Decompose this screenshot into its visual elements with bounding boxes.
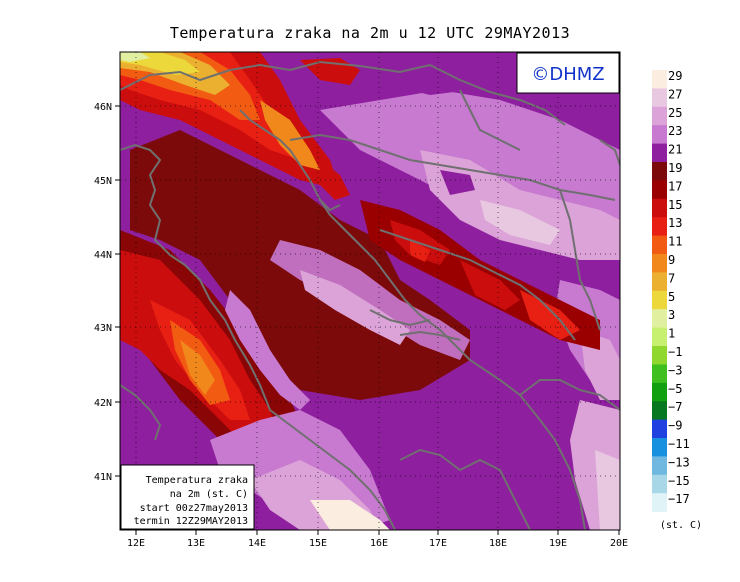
lon-tick-label: 13E [187,538,205,549]
info-line-1: Temperatura zraka [146,475,248,486]
colorbar-level-label: 17 [668,179,682,193]
colorbar-level-label: 1 [668,327,675,341]
lat-tick-label: 46N [94,102,112,113]
colorbar: 29 27 25 23 21 19 17 15 13 11 9 7 5 3 1 −1 −3 −5 −7 −9 −11 −1… [652,69,690,513]
colorbar-swatch [652,419,667,439]
lat-tick-label: 42N [94,398,112,409]
colorbar-swatch [652,364,667,384]
dhmz-logo-text: ©DHMZ [531,64,604,85]
colorbar-swatch [652,143,667,163]
colorbar-level-label: 21 [668,143,682,157]
colorbar-level-label: 7 [668,271,675,285]
colorbar-swatch [652,474,667,494]
colorbar-swatch [652,309,667,329]
colorbar-swatch [652,493,667,513]
colorbar-level-label: 19 [668,161,682,175]
colorbar-swatch [652,272,667,292]
coastlines [120,60,620,530]
colorbar-unit-label: (st. C) [660,520,702,531]
colorbar-swatch [652,162,667,181]
colorbar-swatch [652,217,667,237]
tick-marks [115,105,620,535]
colorbar-swatch [652,438,667,457]
gridlines [120,52,620,530]
colorbar-level-label: −5 [668,382,682,396]
colorbar-level-label: 23 [668,124,682,138]
colorbar-swatch [652,456,667,476]
lat-tick-label: 41N [94,472,112,483]
colorbar-level-label: −13 [668,455,690,469]
colorbar-level-label: −1 [668,345,682,359]
colorbar-level-label: 15 [668,198,682,212]
colorbar-level-label: −3 [668,363,682,377]
colorbar-level-label: −7 [668,400,682,414]
colorbar-swatch [652,235,667,255]
colorbar-swatch [652,254,667,273]
colorbar-level-label: 27 [668,87,682,101]
colorbar-swatch [652,327,667,347]
lat-tick-label: 45N [94,176,112,187]
lon-tick-label: 16E [370,538,388,549]
colorbar-level-label: −17 [668,492,690,506]
colorbar-level-label: 3 [668,308,675,322]
colorbar-level-label: −15 [668,474,690,488]
map-title: Temperatura zraka na 2m u 12 UTC 29MAY20… [169,24,571,42]
colorbar-swatch [652,290,667,310]
colorbar-swatch [652,346,667,365]
colorbar-level-label: 29 [668,69,682,83]
colorbar-swatch [652,180,667,200]
lon-tick-label: 15E [309,538,327,549]
colorbar-level-label: 11 [668,235,682,249]
colorbar-level-label: 13 [668,216,682,230]
dhmz-logo-box [516,52,620,94]
lon-tick-label: 12E [127,538,145,549]
lon-tick-label: 14E [248,538,266,549]
colorbar-level-label: −9 [668,419,682,433]
info-box [120,464,255,530]
colorbar-swatch [652,382,667,402]
colorbar-swatch [652,88,667,108]
info-line-3: start 00z27may2013 [140,503,248,514]
temperature-field [120,52,620,530]
colorbar-level-label: 5 [668,290,675,304]
lon-tick-label: 19E [549,538,567,549]
plot-frame [119,51,621,531]
info-line-2: na 2m (st. C) [170,489,248,500]
lat-tick-label: 43N [94,323,112,334]
lon-tick-label: 20E [610,538,628,549]
colorbar-swatch [652,70,667,89]
colorbar-swatch [652,125,667,145]
lon-tick-label: 17E [429,538,447,549]
colorbar-swatch [652,401,667,421]
colorbar-level-label: 25 [668,106,682,120]
colorbar-swatch [652,106,667,126]
info-line-4: termin 12Z29MAY2013 [134,516,248,527]
colorbar-level-label: 9 [668,253,675,267]
colorbar-level-label: −11 [668,437,690,451]
lon-tick-label: 18E [489,538,507,549]
colorbar-swatch [652,198,667,218]
lat-tick-label: 44N [94,250,112,261]
